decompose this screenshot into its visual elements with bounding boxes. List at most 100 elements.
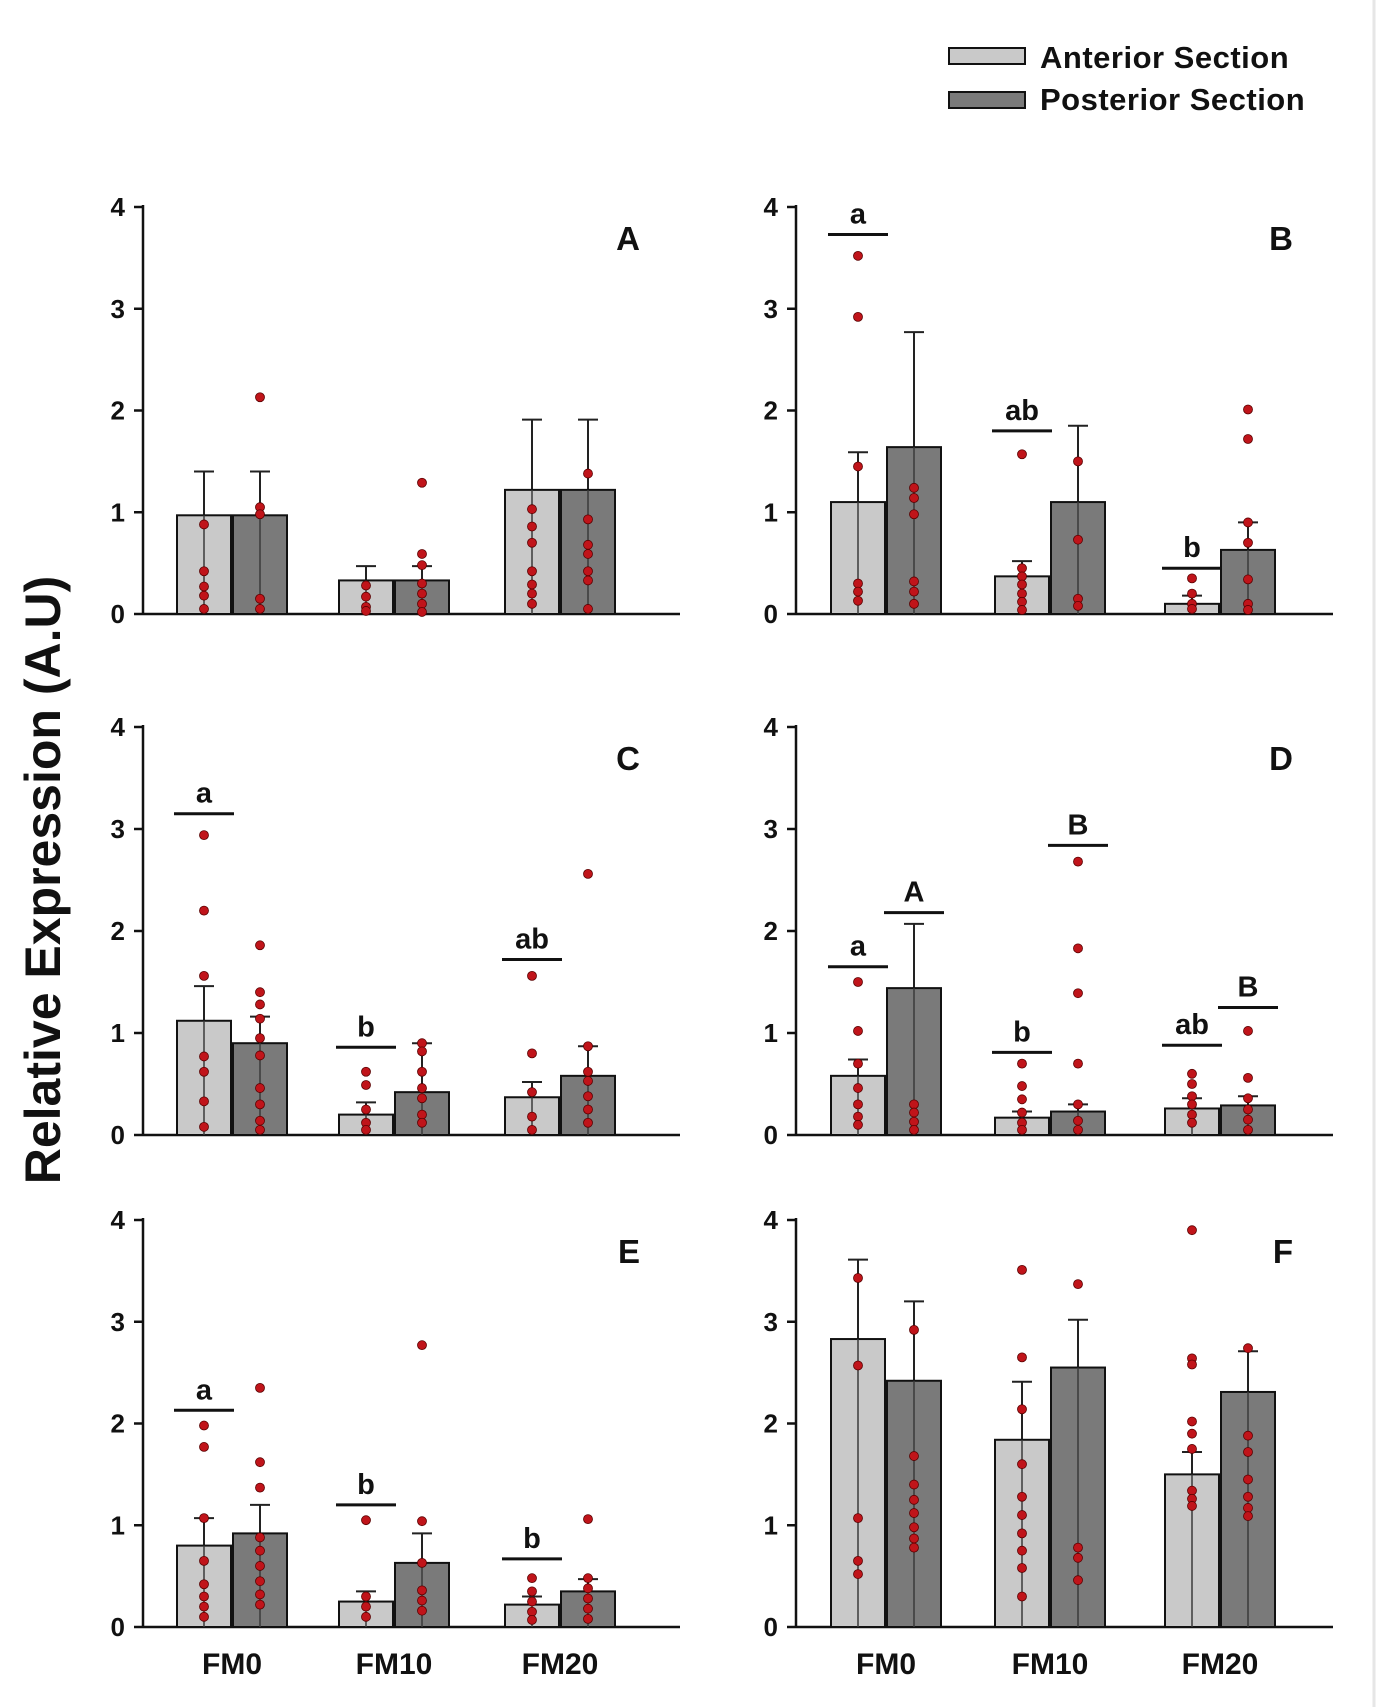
panel-b-y-tick-label: 3 [764,294,778,324]
panel-c-data-point [255,1125,265,1135]
panel-f-data-point [1187,1359,1197,1370]
panel-c-y-tick-label: 3 [111,814,125,844]
panel-b-data-point [909,509,919,520]
panel-a-data-point [417,598,427,609]
panel-a-y-tick-label: 4 [111,192,126,222]
panel-b-sig-label: b [1183,532,1201,564]
panel-d-data-point [853,1026,863,1036]
panel-f-data-point [1187,1428,1197,1439]
panel-a-data-point [417,607,427,617]
panel-a-data-point [199,566,209,577]
panel-c-data-point [527,1048,537,1059]
panel-d-y-tick-label: 4 [764,712,779,742]
panel-e-data-point [527,1573,537,1584]
panel-f-data-point [1017,1404,1027,1415]
panel-b-y-tick-label: 2 [764,396,778,426]
panel-e-data-point [583,1514,593,1525]
panel-f-data-point [853,1555,863,1566]
panel-d-data-point [1243,1026,1253,1036]
legend-swatch-posterior [948,91,1026,109]
panel-f-data-point [1073,1279,1083,1290]
panel-b-data-point [909,586,919,597]
panel-b-data-point [1073,534,1083,545]
panel-a-label: A [616,220,640,257]
panel-e-data-point [255,1576,265,1587]
panel-b-data-point [1017,596,1027,607]
panel-a-data-point [527,598,537,609]
panel-d-data-point [909,1107,919,1118]
panel-b: 0 1 2 3 4 Ba ab b [764,192,1333,629]
panel-f-data-point [1243,1447,1253,1457]
panel-c-data-point [361,1066,371,1077]
panel-b-data-point [1187,573,1197,584]
panel-c-data-point [255,1115,265,1126]
panel-f-data-point [1243,1491,1253,1502]
panel-a-data-point [583,604,593,614]
panel-f-data-point [909,1542,919,1553]
panel-c-data-point [583,1066,593,1077]
panel-c-data-point [199,1121,209,1132]
panel-f-data-point [1017,1264,1027,1275]
panel-a-data-point [417,549,427,559]
panel-a-data-point [527,504,537,515]
panel-f-data-point [1243,1474,1253,1485]
panel-f-data-point [909,1508,919,1518]
panel-a-data-point [199,581,209,592]
panel-c-data-point [255,987,265,998]
panel-f-y-tick-label: 3 [764,1307,778,1337]
panel-a-data-point [255,604,265,614]
panel-e-data-point [417,1340,427,1351]
panel-c-data-point [255,940,265,951]
panel-c-y-tick-label: 2 [111,916,125,946]
panel-a-data-point [255,392,265,403]
panel-d-data-point [1017,1125,1027,1135]
panel-f-data-point [909,1479,919,1490]
panel-b-data-point [1243,537,1253,548]
panel-b-sig-label: ab [1005,395,1039,427]
panel-a-data-point [255,509,265,520]
panel-f: 0 1 2 3 4 F [764,1205,1333,1642]
panel-f-data-point [1073,1542,1083,1553]
panel-a-data-point [417,578,427,589]
panel-a-data-point [583,575,593,586]
panel-b-data-point [853,461,863,472]
panel-b-data-point [853,578,863,589]
panel-e-y-tick-label: 0 [111,1612,125,1642]
panel-d-sig-label: A [904,877,925,909]
panel-b-data-point [853,586,863,597]
panel-c-data-point [361,1104,371,1115]
panel-f-data-point [853,1360,863,1371]
panel-a-data-point [583,549,593,559]
panel-f-data-point [1017,1352,1027,1363]
panel-a-data-point [583,539,593,550]
panel-d-data-point [1243,1104,1253,1115]
panel-c-y-tick-label: 0 [111,1120,125,1150]
panel-e-data-point [199,1579,209,1590]
panel-b-y-tick-label: 4 [764,192,779,222]
panel-b-label: B [1269,220,1293,257]
panel-b-data-point [1017,563,1027,574]
panel-d-data-point [1187,1091,1197,1102]
panel-f-data-point [1017,1459,1027,1470]
panel-c-data-point [417,1038,427,1049]
x-tick-label-fm10: FM10 [1012,1648,1089,1681]
panel-d-y-tick-label: 3 [764,814,778,844]
panel-b-data-point [1073,456,1083,467]
panel-b-data-point [853,250,863,261]
panel-e-data-point [255,1382,265,1393]
panel-b-data-point [1243,574,1253,585]
panel-c-data-point [199,970,209,981]
panel-a-data-point [255,593,265,604]
panel-a-data-point [527,588,537,599]
panel-f-data-point [1017,1545,1027,1556]
panel-f-data-point [1243,1503,1253,1513]
panel-f-data-point [1017,1563,1027,1573]
panel-d-data-point [1073,1115,1083,1126]
panel-c-data-point [417,1066,427,1077]
panel-b-data-point [853,311,863,322]
panel-e-data-point [199,1611,209,1622]
panel-d-data-point [1073,1125,1083,1135]
panel-b-data-point [1243,434,1253,444]
panel-b-data-point [1017,449,1027,460]
panel-e-data-point [199,1513,209,1524]
